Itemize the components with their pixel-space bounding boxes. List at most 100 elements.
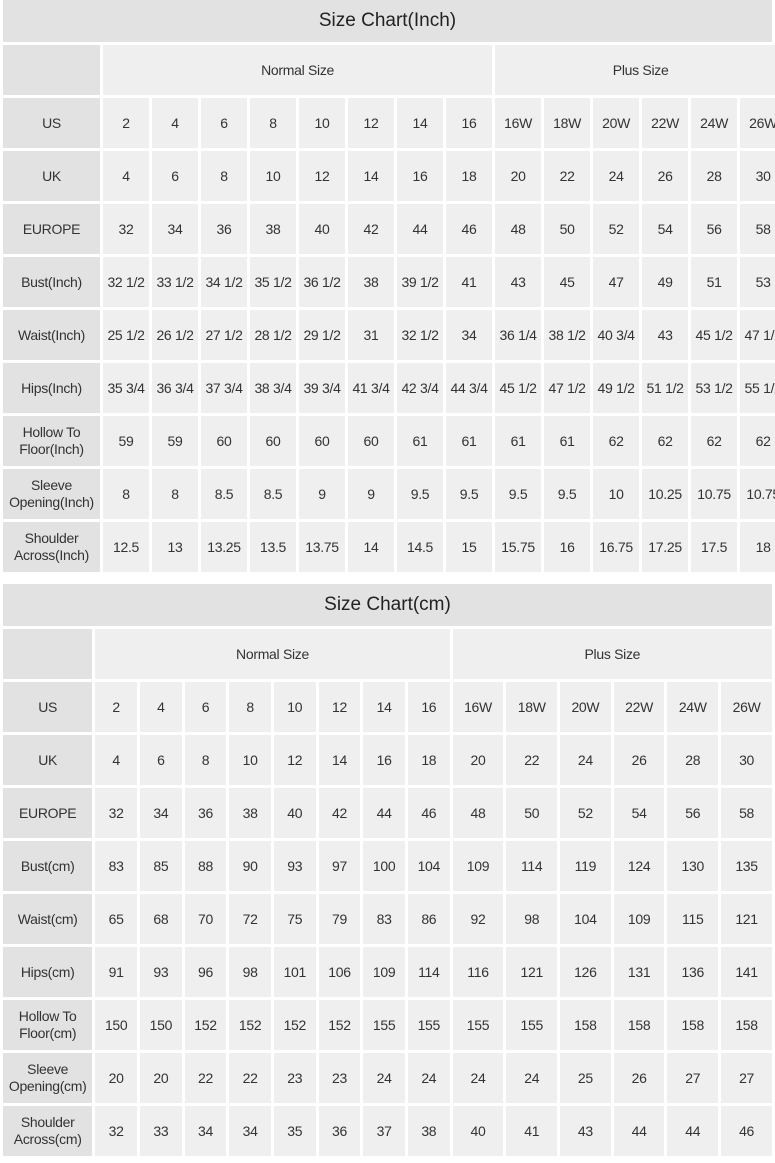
table-cell: 93 bbox=[273, 841, 316, 891]
table-cell: 36 bbox=[201, 204, 247, 254]
table-cell: 4 bbox=[152, 98, 198, 148]
table-cell: 38 bbox=[229, 788, 271, 838]
table-cell: 61 bbox=[397, 416, 443, 466]
table-cell: 13.75 bbox=[299, 522, 345, 572]
table-cell: 104 bbox=[560, 894, 611, 944]
table-cell: 47 1/2 bbox=[740, 310, 775, 360]
table-cell: 83 bbox=[363, 894, 405, 944]
table-cell: 14 bbox=[348, 151, 394, 201]
table-cell: 62 bbox=[740, 416, 775, 466]
table-cell: 61 bbox=[544, 416, 591, 466]
table-cell: 54 bbox=[613, 788, 665, 838]
table-cell: 38 bbox=[407, 1106, 450, 1156]
table-cell: 8 bbox=[103, 469, 149, 519]
table-cell: 22 bbox=[184, 1053, 227, 1103]
table-cell: 6 bbox=[184, 682, 227, 732]
table-cell: 38 1/2 bbox=[544, 310, 591, 360]
table-cell: 10.75 bbox=[740, 469, 775, 519]
table-cell: 45 1/2 bbox=[691, 310, 738, 360]
table-cell: 15.75 bbox=[495, 522, 542, 572]
table-cell: 62 bbox=[642, 416, 689, 466]
table-cell: 68 bbox=[140, 894, 182, 944]
row-label: Hollow To Floor(Inch) bbox=[3, 416, 100, 466]
table-cell: 20 bbox=[452, 735, 504, 785]
row-label: EUROPE bbox=[3, 204, 100, 254]
table-cell: 34 bbox=[229, 1106, 271, 1156]
row-label: Hips(Inch) bbox=[3, 363, 100, 413]
table-cell: 37 3/4 bbox=[201, 363, 247, 413]
table-cell: 35 bbox=[273, 1106, 316, 1156]
table-cell: 20 bbox=[495, 151, 542, 201]
table-cell: 22W bbox=[613, 682, 665, 732]
table-cell: 4 bbox=[95, 735, 137, 785]
table-cell: 34 1/2 bbox=[201, 257, 247, 307]
table-cell: 36 1/2 bbox=[299, 257, 345, 307]
table-cell: 46 bbox=[446, 204, 493, 254]
table-row: Waist(Inch) 25 1/2 26 1/2 27 1/2 28 1/2 29 1/… bbox=[3, 310, 775, 360]
table-cell: 136 bbox=[667, 947, 719, 997]
table-cell: 37 bbox=[363, 1106, 405, 1156]
row-label: Hips(cm) bbox=[3, 947, 93, 997]
table-cell: 20W bbox=[560, 682, 611, 732]
table-cell: 24 bbox=[506, 1053, 558, 1103]
table-cell: 44 bbox=[397, 204, 443, 254]
table-cell: 16 bbox=[407, 682, 450, 732]
table-cell: 32 1/2 bbox=[103, 257, 149, 307]
table-cell: 60 bbox=[250, 416, 296, 466]
table-cell: 17.25 bbox=[642, 522, 689, 572]
table-cell: 85 bbox=[140, 841, 182, 891]
table-cell: 24 bbox=[407, 1053, 450, 1103]
table-cell: 155 bbox=[506, 1000, 558, 1050]
table-cell: 152 bbox=[273, 1000, 316, 1050]
table-cell: 36 bbox=[184, 788, 227, 838]
table-cell: 55 1/2 bbox=[740, 363, 775, 413]
table-cell: 28 1/2 bbox=[250, 310, 296, 360]
table-cell: 42 bbox=[348, 204, 394, 254]
table-cell: 59 bbox=[152, 416, 198, 466]
normal-size-group-header: Normal Size bbox=[103, 45, 493, 95]
table-cell: 10 bbox=[593, 469, 640, 519]
table-cell: 14 bbox=[363, 682, 405, 732]
table-cell: 42 bbox=[318, 788, 361, 838]
table-cell: 114 bbox=[506, 841, 558, 891]
table-cell: 10 bbox=[229, 735, 271, 785]
table-cell: 109 bbox=[363, 947, 405, 997]
table-cell: 72 bbox=[229, 894, 271, 944]
table-cell: 24 bbox=[452, 1053, 504, 1103]
row-label: US bbox=[3, 682, 93, 732]
table-cell: 9.5 bbox=[446, 469, 493, 519]
table-cell: 2 bbox=[95, 682, 137, 732]
table-cell: 65 bbox=[95, 894, 137, 944]
table-cell: 6 bbox=[152, 151, 198, 201]
table-cell: 32 bbox=[103, 204, 149, 254]
size-table: Normal Size Plus Size US 2 4 6 8 10 12 14 16 16W 18W… bbox=[0, 42, 775, 575]
table-cell: 35 3/4 bbox=[103, 363, 149, 413]
table-row: Waist(cm) 65 68 70 72 75 79 83 86 92 98 104 109 115 12… bbox=[3, 894, 772, 944]
table-cell: 30 bbox=[721, 735, 772, 785]
plus-size-group-header: Plus Size bbox=[495, 45, 775, 95]
table-cell: 18W bbox=[506, 682, 558, 732]
group-header-row: Normal Size Plus Size bbox=[3, 629, 772, 679]
table-cell: 8 bbox=[229, 682, 271, 732]
row-label: UK bbox=[3, 151, 100, 201]
table-cell: 53 1/2 bbox=[691, 363, 738, 413]
table-cell: 6 bbox=[140, 735, 182, 785]
table-cell: 22 bbox=[544, 151, 591, 201]
corner-cell bbox=[3, 629, 93, 679]
row-label: Bust(cm) bbox=[3, 841, 93, 891]
table-cell: 18W bbox=[544, 98, 591, 148]
table-cell: 48 bbox=[495, 204, 542, 254]
table-cell: 121 bbox=[721, 894, 772, 944]
table-cell: 39 3/4 bbox=[299, 363, 345, 413]
table-cell: 40 3/4 bbox=[593, 310, 640, 360]
table-cell: 44 3/4 bbox=[446, 363, 493, 413]
table-cell: 4 bbox=[103, 151, 149, 201]
table-cell: 16 bbox=[544, 522, 591, 572]
table-cell: 158 bbox=[613, 1000, 665, 1050]
table-cell: 28 bbox=[691, 151, 738, 201]
group-header-row: Normal Size Plus Size bbox=[3, 45, 775, 95]
table-cell: 92 bbox=[452, 894, 504, 944]
table-row: Shoulder Across(Inch) 12.5 13 13.25 13.5 13.7… bbox=[3, 522, 775, 572]
table-cell: 62 bbox=[691, 416, 738, 466]
corner-cell bbox=[3, 45, 100, 95]
